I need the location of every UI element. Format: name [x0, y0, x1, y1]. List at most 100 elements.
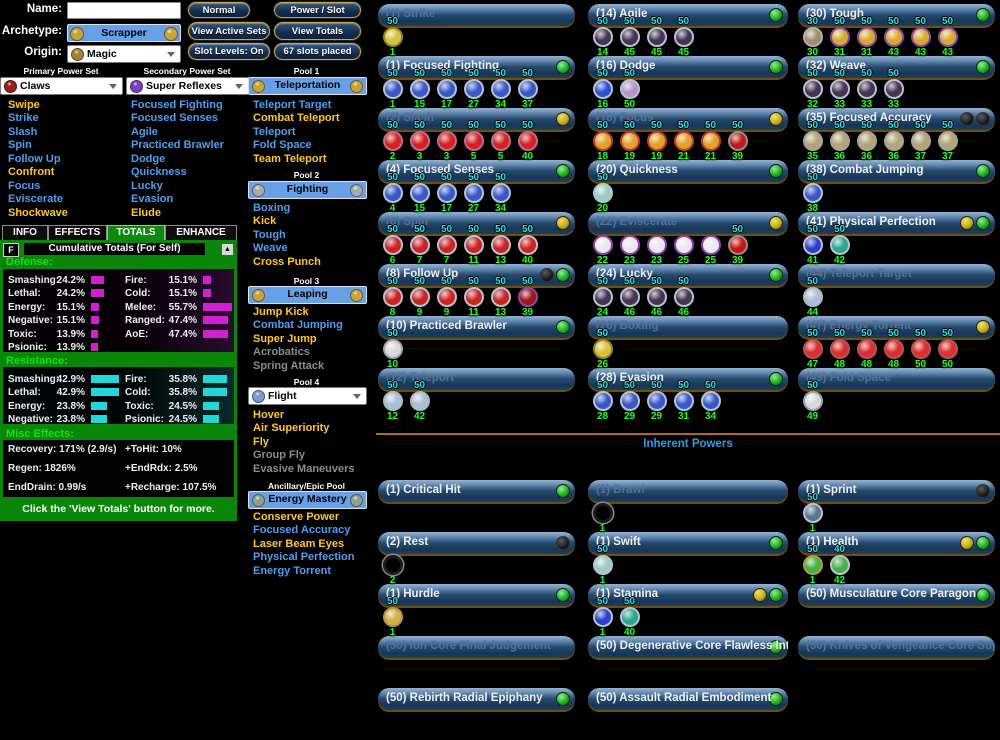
power-bar-physical-perfection[interactable]: (41) Physical Perfection	[798, 212, 995, 234]
enh-slot[interactable]: 50 19	[616, 121, 643, 162]
enh-slot[interactable]: 50 39	[724, 225, 751, 266]
pool-power-team-teleport[interactable]: Team Teleport	[253, 152, 327, 165]
enh-slot[interactable]: 50 40	[514, 225, 541, 266]
enh-slot[interactable]: 50 41	[799, 225, 826, 266]
pool2-selector[interactable]: Fighting	[248, 181, 367, 199]
pool-power-combat-jumping[interactable]: Combat Jumping	[253, 319, 343, 332]
tab-info[interactable]: INFO	[2, 225, 48, 241]
enh-slot[interactable]: 50 1	[379, 69, 406, 110]
enh-slot[interactable]: 50 33	[853, 69, 880, 110]
view-active-sets-button[interactable]: View Active Sets	[188, 22, 270, 40]
pool-next-orb-icon[interactable]	[350, 494, 363, 507]
enh-slot[interactable]: 50 29	[616, 381, 643, 422]
enh-slot[interactable]: 50 31	[826, 17, 853, 58]
pool-power-kick[interactable]: Kick	[253, 215, 277, 228]
maximize-icon[interactable]: ▲	[221, 243, 234, 256]
enh-slot[interactable]: 50 33	[826, 69, 853, 110]
enh-slot[interactable]: 50 46	[670, 277, 697, 318]
enh-slot[interactable]: 50 37	[514, 69, 541, 110]
enh-slot[interactable]: 50 37	[934, 121, 961, 162]
enh-slot[interactable]: 50 15	[406, 69, 433, 110]
pool-prev-orb-icon[interactable]	[252, 184, 265, 197]
normal-button[interactable]: Normal	[188, 2, 250, 18]
enh-slot[interactable]: 50 32	[799, 69, 826, 110]
enh-slot[interactable]: 50 11	[460, 277, 487, 318]
power-bar-ion-core-final-judgement[interactable]: (50) Ion Core Final Judgement	[378, 636, 575, 658]
pool-power-teleport-target[interactable]: Teleport Target	[253, 99, 332, 111]
pool-power-evasive-maneuvers[interactable]: Evasive Maneuvers	[253, 462, 355, 475]
next-archetype-orb-icon[interactable]	[164, 27, 178, 41]
enh-slot[interactable]: 50 45	[670, 17, 697, 58]
enh-slot[interactable]: 50 36	[826, 121, 853, 162]
pool-prev-orb-icon[interactable]	[252, 494, 265, 507]
primary-power-spin[interactable]: Spin	[8, 139, 32, 152]
enh-slot[interactable]: 50 43	[880, 17, 907, 58]
secondary-power-elude[interactable]: Elude	[131, 206, 161, 219]
enh-slot[interactable]: 50 33	[880, 69, 907, 110]
float-button[interactable]: F	[3, 243, 19, 257]
enh-slot[interactable]: 50 40	[514, 121, 541, 162]
primary-power-swipe[interactable]: Swipe	[8, 99, 40, 111]
origin-select[interactable]: Magic	[67, 45, 181, 63]
secondary-power-agile[interactable]: Agile	[131, 125, 158, 138]
power-bar-slash[interactable]: (2) Slash	[378, 108, 575, 130]
secondary-power-dodge[interactable]: Dodge	[131, 152, 166, 165]
power-bar-sprint[interactable]: (1) Sprint	[798, 480, 995, 502]
enh-slot[interactable]: 50 11	[460, 225, 487, 266]
slot-levels-button[interactable]: Slot Levels: On	[188, 43, 270, 60]
power-bar-teleport[interactable]: (12) Teleport	[378, 368, 575, 390]
power-bar-rebirth-radial-epiphany[interactable]: (50) Rebirth Radial Epiphany	[378, 688, 575, 710]
primary-power-focus[interactable]: Focus	[8, 179, 41, 192]
primary-power-follow-up[interactable]: Follow Up	[8, 152, 61, 165]
power-bar-weave[interactable]: (32) Weave	[798, 56, 995, 78]
pool-power-spring-attack[interactable]: Spring Attack	[253, 359, 325, 372]
enh-slot[interactable]: 50 43	[934, 17, 961, 58]
enh-slot[interactable]: 23	[616, 225, 643, 266]
power-bar-knives-of-vengeance-core-superior[interactable]: (50) Knives of Vengeance Core Superior	[798, 636, 995, 658]
enh-slot[interactable]: 40 42	[826, 545, 853, 586]
enh-slot[interactable]: 50 1	[799, 545, 826, 586]
power-bar-tough[interactable]: (30) Tough	[798, 4, 995, 26]
power-bar-evasion[interactable]: (28) Evasion	[588, 368, 788, 390]
power-bar-musculature-core-paragon[interactable]: (50) Musculature Core Paragon	[798, 584, 995, 606]
power-bar-fold-space[interactable]: (49) Fold Space	[798, 368, 995, 390]
tab-enhance[interactable]: ENHANCE	[165, 225, 237, 241]
power-bar-focused-accuracy[interactable]: (35) Focused Accuracy	[798, 108, 995, 130]
enh-slot[interactable]: 50 45	[643, 17, 670, 58]
power-bar-practiced-brawler[interactable]: (10) Practiced Brawler	[378, 316, 575, 338]
enh-slot[interactable]: 50 50	[934, 329, 961, 370]
power-bar-follow-up[interactable]: (8) Follow Up	[378, 264, 575, 286]
primary-set-select[interactable]: Claws	[0, 77, 123, 95]
power-bar-focused-senses[interactable]: (4) Focused Senses	[378, 160, 575, 182]
enh-slot[interactable]: 50 39	[514, 277, 541, 318]
enh-slot[interactable]: 23	[643, 225, 670, 266]
enh-slot[interactable]: 50 1	[589, 597, 616, 638]
pool-power-laser-beam-eyes[interactable]: Laser Beam Eyes	[253, 537, 345, 550]
enh-slot[interactable]: 50 16	[589, 69, 616, 110]
pool-power-jump-kick[interactable]: Jump Kick	[253, 306, 309, 318]
pool-prev-orb-icon[interactable]	[252, 289, 265, 302]
enh-slot[interactable]: 50 42	[826, 225, 853, 266]
enh-slot[interactable]: 50 20	[589, 173, 616, 214]
enh-slot[interactable]: 50 5	[487, 121, 514, 162]
power-bar-lucky[interactable]: (24) Lucky	[588, 264, 788, 286]
enh-slot[interactable]: 50 42	[406, 381, 433, 422]
pool3-selector[interactable]: Leaping	[248, 286, 367, 304]
enh-slot[interactable]: 50 9	[433, 277, 460, 318]
enh-slot[interactable]: 50 27	[460, 173, 487, 214]
enh-slot[interactable]: 50 4	[379, 173, 406, 214]
pool-next-orb-icon[interactable]	[350, 289, 363, 302]
power-bar-spin[interactable]: (6) Spin	[378, 212, 575, 234]
enh-slot[interactable]: 50 7	[433, 225, 460, 266]
enh-slot[interactable]: 50 46	[643, 277, 670, 318]
enh-slot[interactable]: 50 34	[697, 381, 724, 422]
tab-totals[interactable]: TOTALS	[107, 225, 165, 241]
power-bar-teleport-target[interactable]: (44) Teleport Target	[798, 264, 995, 286]
enh-slot[interactable]: 50 34	[487, 173, 514, 214]
enh-slot[interactable]: 50 36	[880, 121, 907, 162]
enh-slot[interactable]: 50 10	[379, 329, 406, 370]
power-bar-energy-torrent[interactable]: (47) Energy Torrent	[798, 316, 995, 338]
pool-power-fold-space[interactable]: Fold Space	[253, 139, 312, 152]
power-bar-brawl[interactable]: (1) Brawl	[588, 480, 788, 502]
enh-slot[interactable]: 50 48	[880, 329, 907, 370]
